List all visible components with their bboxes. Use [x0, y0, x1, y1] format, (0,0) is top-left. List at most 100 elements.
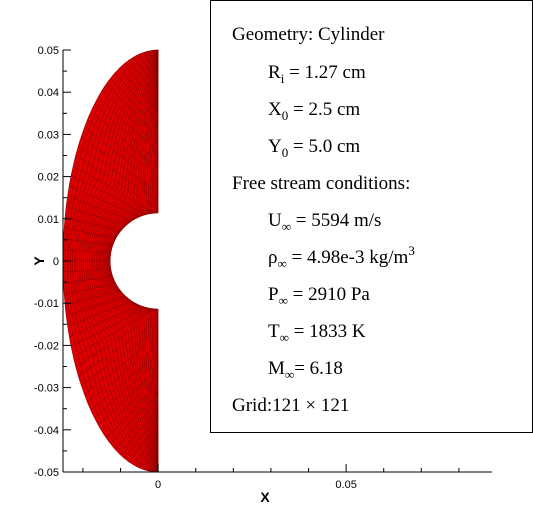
mesh-line: [71, 174, 147, 215]
mesh-line: [101, 49, 159, 473]
mesh-line: [107, 49, 159, 473]
annotation-sub: ∞: [282, 219, 291, 234]
mesh-line: [92, 49, 159, 473]
annotation-main: Geometry: Cylinder: [232, 24, 385, 45]
mesh-line: [83, 49, 159, 473]
mesh-line: [107, 49, 159, 473]
y-axis-label: Y: [31, 256, 47, 266]
annotation-main: U: [268, 210, 282, 231]
annotation-main: T: [268, 321, 280, 342]
x-axis-label: X: [260, 489, 270, 505]
mesh-line: [87, 344, 159, 403]
annotation-line: Free stream conditions:: [232, 173, 410, 194]
mesh-line: [98, 368, 159, 426]
mesh-line: [95, 49, 159, 473]
mesh-line: [69, 185, 140, 218]
annotation-main: X: [268, 99, 282, 120]
x-tick-label: 0: [155, 479, 161, 491]
mesh-line: [100, 49, 159, 473]
annotation-sub: ∞: [285, 367, 294, 382]
mesh-line: [65, 290, 121, 306]
mesh-line: [94, 49, 159, 473]
mesh-line: [71, 307, 147, 348]
annotation-main: M: [268, 358, 285, 379]
mesh-line: [123, 416, 159, 459]
y-tick-label: -0.05: [34, 467, 59, 479]
x-tick-label: 0.05: [335, 479, 356, 491]
annotation-line: T∞ = 1833 K: [268, 321, 366, 345]
mesh-line: [65, 216, 121, 232]
y-tick-label: 0.04: [38, 87, 59, 99]
annotation-main: Y: [268, 136, 282, 157]
mesh-line: [85, 49, 159, 473]
annotation-rest: = 5594 m/s: [291, 210, 381, 231]
annotation-rest: = 2.5 cm: [288, 99, 360, 120]
mesh-line: [97, 49, 159, 473]
y-tick-label: -0.01: [34, 298, 59, 310]
mesh-line: [87, 49, 159, 473]
annotation-line: P∞ = 2910 Pa: [268, 284, 370, 308]
mesh-line: [78, 145, 159, 202]
mesh-line: [78, 320, 159, 377]
mesh-line: [73, 164, 155, 214]
mesh-line: [106, 49, 159, 473]
annotation-main: P: [268, 284, 279, 305]
mesh-line: [114, 400, 159, 450]
mesh-line: [69, 304, 140, 337]
annotation-sub: 0: [282, 108, 289, 123]
mesh-line: [90, 49, 159, 473]
annotation-line: Ri = 1.27 cm: [268, 62, 366, 86]
mesh-line: [109, 50, 159, 472]
annotation-line: Grid:121 × 121: [232, 395, 349, 416]
annotation-sub: 0: [282, 145, 289, 160]
annotation-rest: = 5.0 cm: [288, 136, 360, 157]
mesh-line: [102, 90, 159, 146]
annotation-sub: ∞: [277, 256, 286, 271]
mesh-line: [84, 336, 159, 394]
mesh-line: [94, 360, 159, 418]
annotation-main: R: [268, 62, 281, 83]
annotation-rest: = 4.98e-3 kg/m: [287, 247, 409, 268]
y-tick-label: 0.05: [38, 45, 59, 57]
mesh-line: [66, 296, 126, 316]
mesh: [62, 49, 159, 473]
mesh-line: [98, 49, 159, 473]
annotation-rest: = 6.18: [294, 358, 343, 379]
annotation-box: [210, 0, 533, 433]
mesh-line: [87, 119, 159, 178]
annotation-line: X0 = 2.5 cm: [268, 99, 360, 123]
annotation-rest: = 1833 K: [289, 321, 366, 342]
mesh-line: [72, 49, 159, 473]
annotation-sub: i: [281, 71, 285, 86]
mesh-line: [106, 83, 159, 138]
y-tick-label: 0.01: [38, 214, 59, 226]
mesh-line: [110, 78, 159, 130]
mesh-line: [63, 238, 113, 246]
mesh-line: [105, 49, 159, 473]
annotation-line: Geometry: Cylinder: [232, 24, 385, 45]
mesh-line: [63, 276, 113, 284]
annotation-line: Y0 = 5.0 cm: [268, 136, 360, 160]
mesh-line: [90, 352, 159, 411]
mesh-line: [74, 49, 159, 473]
annotation-line: U∞ = 5594 m/s: [268, 210, 381, 234]
mesh-line: [94, 104, 159, 162]
annotation-line: M∞= 6.18: [268, 358, 343, 382]
mesh-line: [75, 312, 159, 367]
mesh-line: [103, 49, 159, 473]
mesh-line: [84, 128, 159, 186]
mesh-line: [109, 50, 159, 472]
y-tick-label: 0: [53, 256, 59, 268]
mesh-line: [73, 308, 155, 358]
annotation-line: ρ∞ = 4.98e-3 kg/m3: [268, 243, 415, 271]
annotation-sub: ∞: [279, 293, 288, 308]
annotation-main: Grid:121 × 121: [232, 395, 349, 416]
mesh-line: [64, 283, 116, 295]
mesh-line: [81, 136, 159, 194]
mesh-line: [106, 384, 159, 439]
mesh-line: [102, 376, 159, 432]
y-tick-label: -0.02: [34, 340, 59, 352]
mesh-line: [81, 328, 159, 386]
mesh-line: [110, 392, 159, 444]
